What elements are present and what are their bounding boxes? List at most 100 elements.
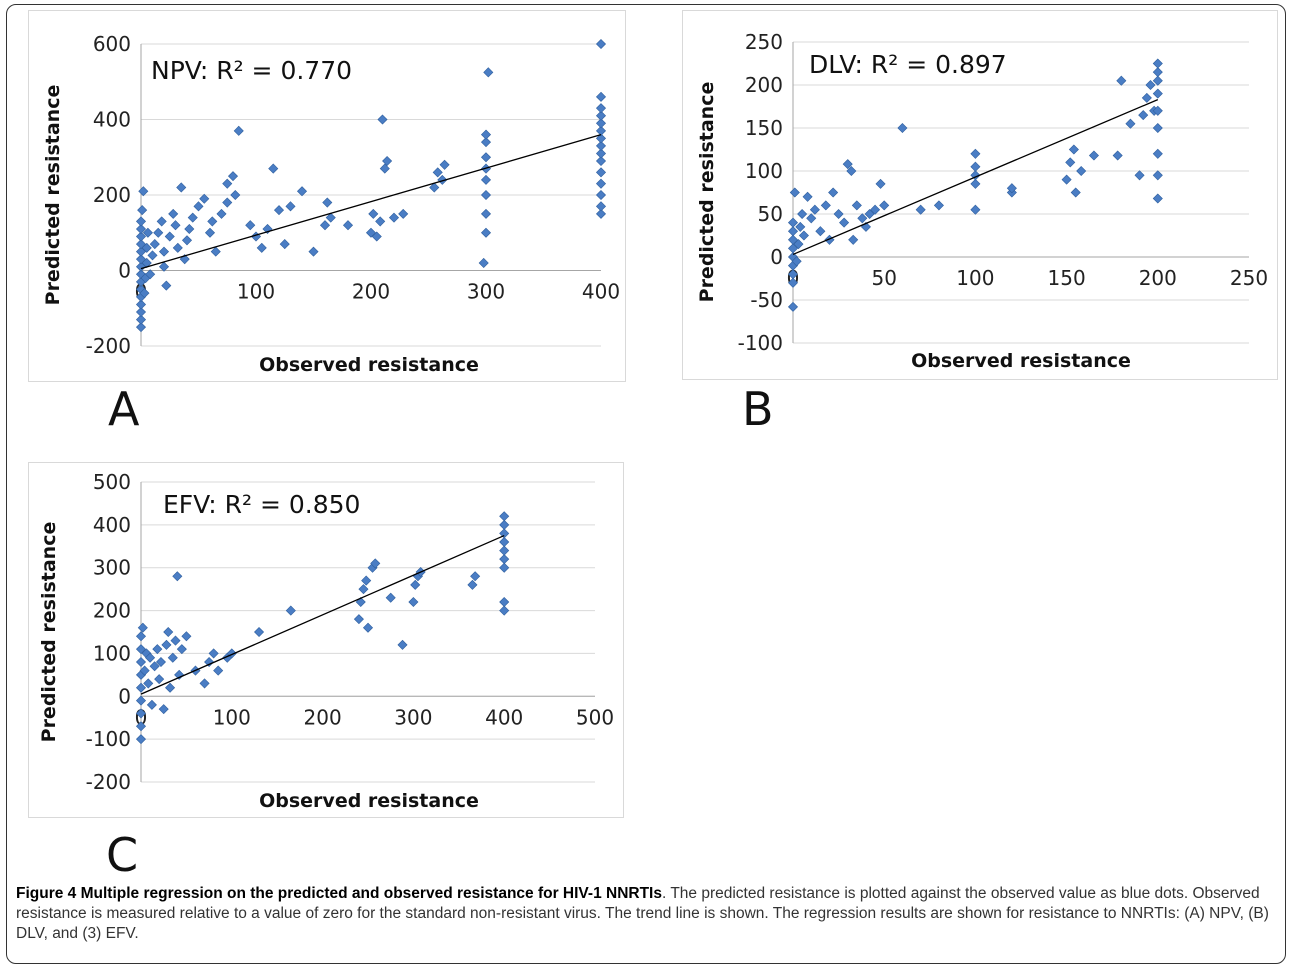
panel-a-data-point [595, 118, 607, 129]
panel-c-data-point [161, 639, 172, 650]
panel-a-data-point [135, 269, 147, 280]
panel-c-data-point [199, 678, 210, 689]
panel-b-data-point [787, 277, 799, 288]
panel-a-data-point [135, 231, 147, 242]
panel-a-data-point [164, 231, 175, 242]
panel-c-data-point [499, 605, 510, 616]
panel-letter-c: C [106, 828, 139, 882]
panel-c-data-point [135, 695, 147, 706]
panel-b-data-point [809, 204, 820, 215]
panel-b-data-point [970, 178, 981, 189]
panel-c-data-point [410, 579, 421, 590]
panel-b-data-point [1088, 150, 1099, 161]
panel-a-data-point [342, 220, 354, 231]
panel-a-data-point [193, 201, 204, 212]
panel-c-data-point [208, 648, 219, 659]
panel-c-data-point [213, 665, 224, 676]
panel-b-data-point [1152, 105, 1163, 116]
panel-b-data-point [1125, 118, 1136, 129]
panel-a-data-point [371, 231, 382, 242]
panel-b-data-point [820, 200, 831, 211]
panel-c-data-point [135, 708, 147, 719]
panel-a-x-tick-label: 100 [237, 280, 275, 304]
panel-a-data-point [210, 246, 221, 257]
panel-c-y-tick-label: -100 [86, 727, 131, 751]
panel-b-y-tick-label: 0 [770, 245, 783, 269]
panel-a-data-point [595, 91, 607, 102]
panel-b-data-point [848, 234, 859, 245]
panel-b-x-tick-label: 250 [1230, 266, 1268, 290]
panel-a-data-point [135, 299, 147, 310]
panel-b-y-tick-label: -50 [750, 288, 783, 312]
panel-a-data-point [398, 208, 409, 219]
panel-a-data-point [153, 227, 164, 238]
panel-c-x-tick-label: 100 [213, 705, 251, 729]
panel-c-data-point [158, 704, 169, 715]
panel-c-data-point [135, 644, 147, 655]
panel-b-x-tick-label: 100 [956, 266, 994, 290]
panel-a-y-axis-label: Predicted resistance [42, 85, 64, 306]
panel-b-data-point [1134, 170, 1145, 181]
panel-b-data-point [839, 217, 850, 228]
panel-a-data-point [204, 227, 216, 238]
panel-a-data-point [480, 227, 492, 238]
panel-a-data-point [172, 242, 183, 253]
panel-a-data-point [480, 174, 492, 185]
panel-c-data-point [361, 575, 372, 586]
panel-a-data-point [595, 125, 607, 136]
panel-a-y-tick-label: 200 [93, 183, 131, 207]
panel-a-data-point [230, 189, 241, 201]
panel-a-data-point [168, 208, 179, 219]
panel-a-data-point [222, 178, 233, 189]
panel-c-data-point [467, 579, 478, 590]
panel-a-data-point [480, 208, 492, 219]
panel-a-y-tick-label: -200 [86, 334, 131, 358]
panel-b-data-point [857, 213, 868, 224]
panel-c-data-point [362, 622, 374, 633]
panel-b-data-point [970, 148, 981, 159]
panel-b-data-point [815, 226, 826, 237]
panel-a-data-point [595, 189, 607, 201]
panel-c-data-point [145, 652, 156, 663]
panel-c-data-point [408, 596, 419, 608]
panel-a-data-point [176, 182, 187, 193]
panel-a-data-point [285, 201, 296, 212]
panel-b-data-point [787, 301, 799, 312]
panel-b-data-point [789, 187, 800, 198]
panel-b-y-tick-label: 150 [745, 116, 783, 140]
panel-a-data-point [483, 67, 494, 78]
panel-b-data-point [806, 213, 817, 224]
panel-c-data-point [254, 626, 265, 638]
panel-a-data-point [480, 189, 492, 201]
panel-a-data-point [207, 216, 218, 227]
panel-a-data-point [147, 250, 158, 261]
panel-b-data-point [875, 178, 886, 189]
panel-b-data-point [970, 170, 981, 181]
panel-a-data-point [184, 223, 195, 234]
panel-c-y-tick-label: -200 [86, 770, 131, 794]
panel-c-data-point [353, 614, 364, 625]
panel-a-data-point [595, 201, 607, 212]
panel-c-data-point [397, 639, 408, 650]
panel-a-data-point [138, 186, 149, 197]
panel-a-data-point [480, 129, 492, 140]
panel-b-y-tick-label: 200 [745, 73, 783, 97]
panel-a-data-point [135, 307, 147, 318]
panel-a-data-point [377, 114, 388, 125]
panel-a-data-point [233, 125, 244, 136]
panel-b-data-point [933, 200, 944, 211]
panel-b-data-point [791, 256, 802, 267]
panel-a-y-tick-label: 600 [93, 32, 131, 56]
panel-c-data-point [155, 656, 167, 668]
caption-body: . The predicted resistance is plotted ag… [16, 885, 1269, 942]
panel-a-data-point [227, 171, 239, 182]
panel-c-data-point [167, 652, 178, 663]
panel-a-x-tick-label: 300 [467, 280, 505, 304]
panel-a-data-point [161, 280, 172, 291]
scatter-plot-efv: -200-10001002003004005000100200300400500… [38, 470, 614, 812]
panel-b-data-point [1152, 67, 1163, 78]
panel-c-data-point [135, 682, 147, 693]
panel-c-data-point [181, 631, 192, 642]
panel-b-x-tick-label: 150 [1048, 266, 1086, 290]
panel-b-data-point [1138, 110, 1149, 121]
